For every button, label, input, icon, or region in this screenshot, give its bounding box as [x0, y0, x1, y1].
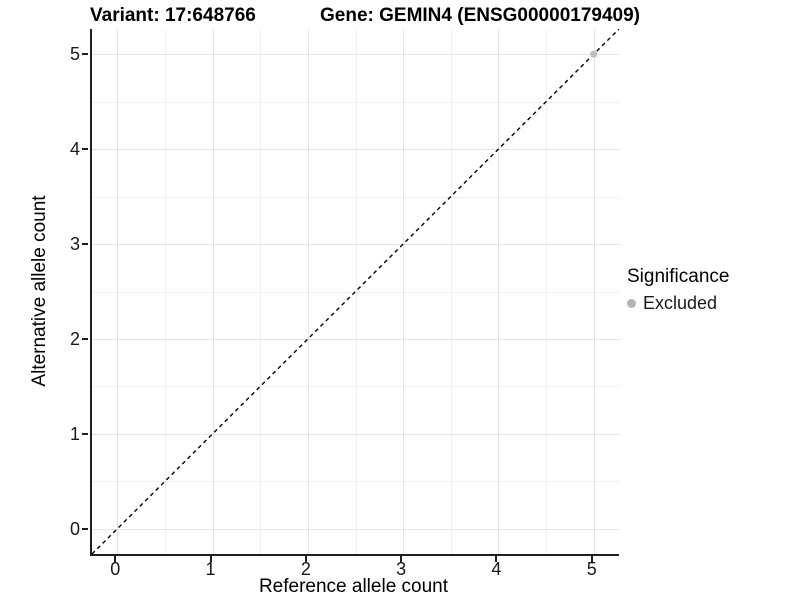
gridline-x-major: [403, 29, 405, 554]
y-tick-mark: [82, 337, 88, 340]
gridline-y-minor: [92, 101, 619, 103]
y-tick-mark: [82, 148, 88, 151]
x-tick-mark: [495, 556, 498, 562]
gridline-y-minor: [92, 291, 619, 293]
gridline-x-major: [498, 29, 500, 554]
x-tick-label: 5: [586, 559, 597, 579]
y-tick-label: 1: [69, 423, 80, 444]
x-tick-mark: [400, 556, 403, 562]
x-tick-mark: [304, 556, 307, 562]
plot-title-gene: Gene: GEMIN4 (ENSG00000179409): [320, 5, 640, 26]
y-tick-label: 5: [69, 44, 80, 65]
gridline-y-major: [92, 433, 619, 435]
x-tick-label: 2: [300, 559, 311, 579]
y-tick-mark: [82, 243, 88, 246]
shapes-layer: [92, 29, 619, 554]
legend-item-excluded: Excluded: [627, 291, 729, 315]
y-tick-mark: [82, 432, 88, 435]
gridline-y-minor: [92, 196, 619, 198]
legend: Significance Excluded: [627, 266, 729, 315]
plot-title-variant: Variant: 17:648766: [90, 5, 256, 26]
gridline-y-major: [92, 244, 619, 246]
gridline-x-major: [212, 29, 214, 554]
excluded-point-icon: [627, 298, 636, 308]
plot-panel: [90, 29, 619, 556]
gridline-y-major: [92, 528, 619, 530]
data-point-excluded: [590, 50, 598, 58]
y-tick-label: 4: [69, 139, 80, 160]
gridline-y-minor: [92, 386, 619, 388]
y-tick-label: 2: [69, 328, 80, 349]
legend-item-label: Excluded: [643, 292, 718, 313]
x-tick-mark: [209, 556, 212, 562]
x-axis-label: Reference allele count: [258, 576, 449, 597]
x-tick-label: 0: [110, 559, 121, 579]
y-axis-label: Alternative allele count: [29, 195, 50, 387]
x-tick-mark: [114, 556, 117, 562]
y-tick-label: 3: [69, 234, 80, 255]
gridline-y-minor: [92, 481, 619, 483]
legend-title: Significance: [627, 266, 730, 287]
identity-line: [92, 29, 619, 554]
x-tick-mark: [590, 556, 593, 562]
gridline-x-major: [307, 29, 309, 554]
gridline-y-major: [92, 338, 619, 340]
x-tick-label: 1: [205, 559, 216, 579]
gridline-y-major: [92, 54, 619, 56]
gridline-y-major: [92, 149, 619, 151]
gridline-x-major: [593, 29, 595, 554]
y-tick-label: 0: [69, 518, 80, 539]
gridline-x-major: [117, 29, 119, 554]
x-tick-label: 3: [396, 559, 407, 579]
y-tick-mark: [82, 53, 88, 56]
x-tick-label: 4: [491, 559, 502, 579]
y-tick-mark: [82, 527, 88, 530]
